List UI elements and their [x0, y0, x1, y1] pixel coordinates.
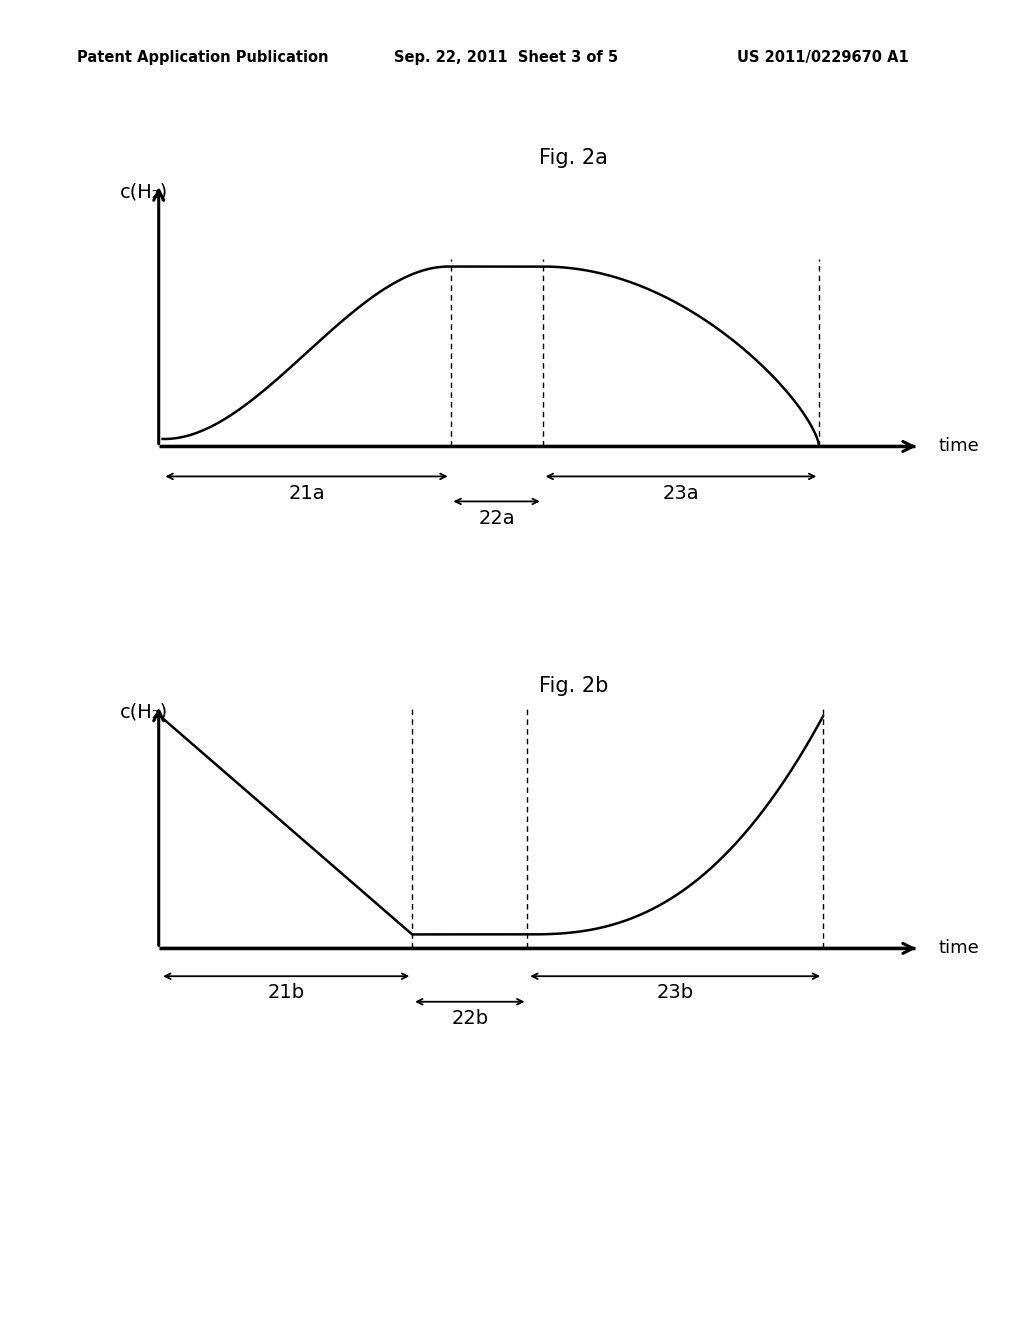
- Text: 21b: 21b: [267, 983, 305, 1002]
- Text: 23b: 23b: [656, 983, 694, 1002]
- Text: c(H₂): c(H₂): [121, 702, 169, 721]
- Text: Fig. 2a: Fig. 2a: [539, 148, 608, 168]
- Text: Fig. 2b: Fig. 2b: [539, 676, 608, 696]
- Text: Patent Application Publication: Patent Application Publication: [77, 50, 329, 65]
- Text: 22b: 22b: [452, 1008, 488, 1028]
- Text: US 2011/0229670 A1: US 2011/0229670 A1: [737, 50, 909, 65]
- Text: time: time: [938, 940, 979, 957]
- Text: 21a: 21a: [288, 484, 325, 503]
- Text: time: time: [938, 437, 979, 455]
- Text: c(H₂): c(H₂): [121, 182, 169, 201]
- Text: 23a: 23a: [663, 484, 699, 503]
- Text: Sep. 22, 2011  Sheet 3 of 5: Sep. 22, 2011 Sheet 3 of 5: [394, 50, 618, 65]
- Text: 22a: 22a: [478, 510, 515, 528]
